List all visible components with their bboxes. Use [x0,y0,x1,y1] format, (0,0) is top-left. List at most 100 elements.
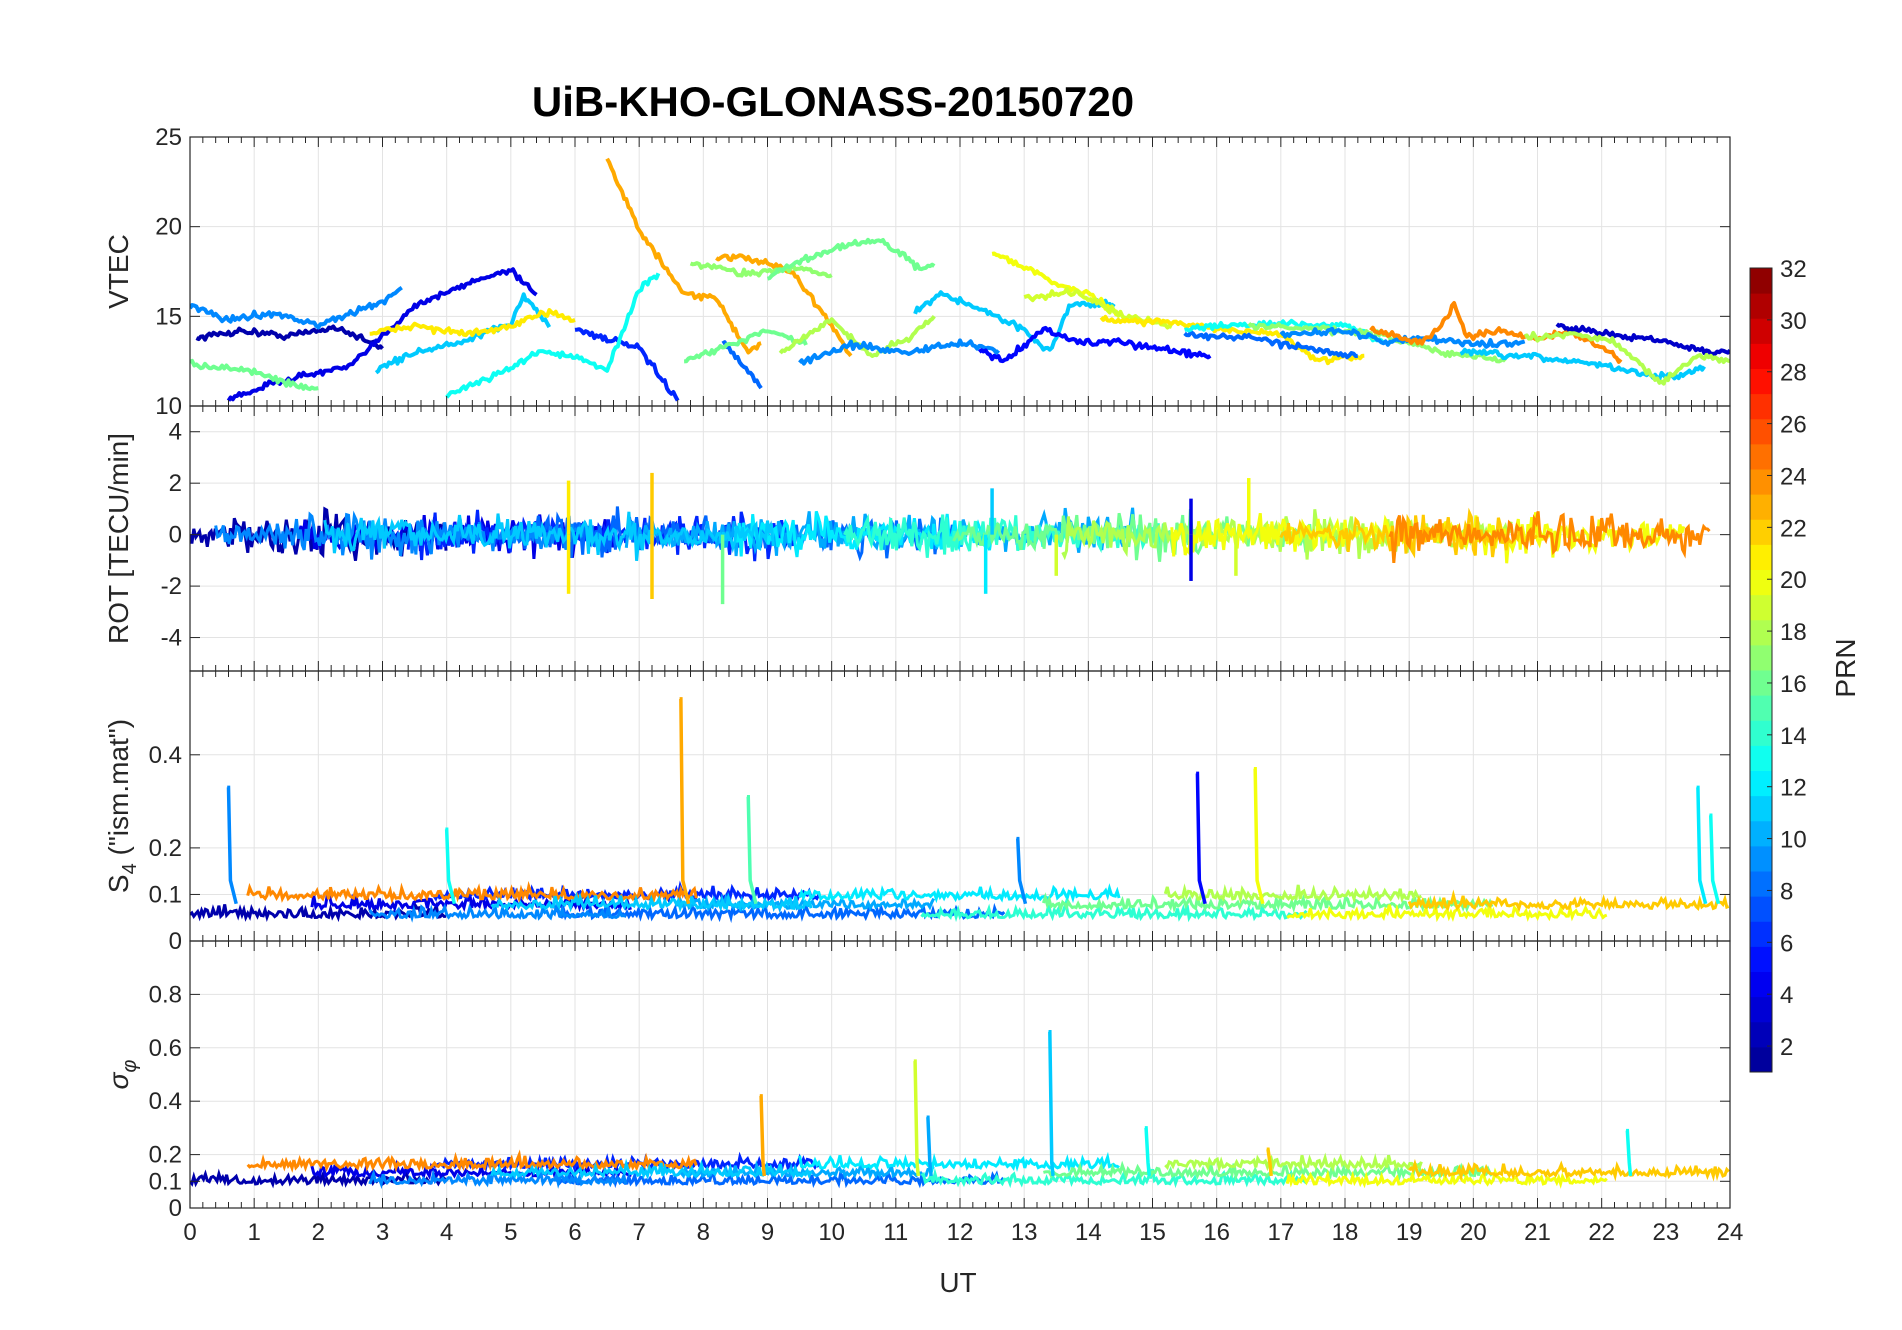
s4-peak-prn-12 [1696,785,1708,905]
x-tick-label: 10 [818,1219,845,1246]
panel-4: 00.10.2 0.4 0.6 0.8 σφ [103,940,1731,1222]
vtec-series-prn-8 [1183,330,1359,360]
label-sub: φ [119,1060,141,1073]
x-tick-label: 19 [1396,1219,1423,1246]
colorbar-tick-label: 12 [1780,775,1807,802]
y-axis-label: ROT [TECU/min] [103,433,134,644]
y-tick-label: 15 [155,303,182,330]
s4-peak-prn-20 [1253,767,1265,905]
y-tick-label: 0 [169,522,182,549]
colorbar-segment [1750,896,1772,922]
colorbar-tick-label: 24 [1780,463,1807,490]
colorbar-segment [1750,443,1772,470]
y-tick-label: 4 [169,419,182,446]
sigma-series-prn-2 [190,1168,447,1189]
panel-data [190,697,1730,924]
y-tick-label: 0.1 [149,881,182,908]
colorbar-segment [1750,795,1772,822]
colorbar-segment [1750,820,1772,847]
s4-series-prn-22 [1407,889,1730,913]
vtec-series-prn-24 [1369,301,1623,364]
y-tick-label: 0 [169,928,182,955]
colorbar-label: PRN [1830,638,1861,697]
x-tick-label: 15 [1139,1219,1166,1246]
y-tick-label: 0 [169,1195,182,1222]
s4-peak-prn-13 [1709,813,1721,905]
sigma-peak-prn-13 [1625,1128,1633,1177]
sigma-peak-prn-22 [1266,1147,1273,1177]
colorbar-segment [1750,368,1772,395]
colorbar-segment [1750,619,1772,646]
sigma-peak-prn-10 [926,1115,933,1177]
colorbar-segment [1750,569,1772,596]
colorbar-segment [1750,670,1772,696]
panel-3: 0 0.1 0.2 0.4 S4 ("ism.mat") [103,670,1731,955]
vtec-series-prn-13 [445,272,661,399]
label-part: S [103,874,134,893]
y-tick-label: 10 [155,393,182,420]
y-axis-label: σφ [103,1060,141,1090]
vtec-series-prn-18 [1523,330,1730,386]
vtec-series-prn-16 [684,328,808,364]
colorbar-segment [1750,770,1772,797]
x-axis-label: UT [939,1267,976,1298]
y-axis-label: S4 ("ism.mat") [103,719,141,893]
y-tick-label: 0.4 [149,1088,182,1115]
x-tick-label: 18 [1332,1219,1359,1246]
panel-data [190,157,1730,402]
colorbar-segment [1750,644,1772,671]
colorbar-segment [1750,971,1772,998]
label-part: ("ism.mat") [103,719,134,863]
y-tick-label: 0.2 [149,1142,182,1169]
sigma-series-prn-14 [920,1167,1308,1189]
vtec-series-prn-16 [766,237,936,281]
colorbar-tick-label: 8 [1780,878,1793,905]
s4-peak-prn-9 [1016,836,1028,905]
s4-series-prn-11 [490,891,813,913]
s4-peak-prn-23 [679,697,691,905]
colorbar-tick-label: 2 [1780,1034,1793,1061]
s4-series-prn-12 [798,883,1121,904]
vtec-series-prn-21 [369,308,576,338]
s4-series-prn-14 [920,897,1308,923]
x-tick-label: 6 [568,1219,581,1246]
vtec-series-prn-18 [778,315,936,358]
sigma-series-prn-22 [1408,1158,1730,1182]
colorbar-tick-label: 32 [1780,256,1807,283]
vtec-series-prn-11 [374,292,552,375]
vtec-series-prn-21 [1099,314,1365,366]
colorbar-box [1749,267,1773,1073]
y-axis-label: VTEC [103,234,134,309]
y-tick-label: 0.1 [149,1168,182,1195]
s4-series-prn-20 [1286,903,1608,923]
sigma-series-prn-9 [368,1168,628,1190]
sigma-peak-prn-11 [1048,1030,1055,1177]
colorbar-segment [1750,318,1772,344]
x-tick-label: 2 [312,1219,325,1246]
x-tick-label: 9 [761,1219,774,1246]
sigma-series-prn-20 [1285,1167,1608,1189]
vtec-series-prn-4 [226,267,538,402]
x-tick-label: 3 [376,1219,389,1246]
sigma-peak-prn-13 [1144,1126,1152,1177]
vtec-series-prn-9 [798,338,1001,366]
s4-peak-prn-13 [444,827,457,905]
x-tick-label: 7 [632,1219,645,1246]
y-tick-label: -4 [161,625,182,652]
y-tick-label: 0.2 [149,835,182,862]
vtec-series-prn-11 [913,290,1116,352]
x-tick-label: 5 [504,1219,517,1246]
vtec-series-prn-8 [721,340,763,390]
x-tick-label: 0 [183,1219,196,1246]
colorbar-tick-label: 26 [1780,412,1807,439]
y-tick-label: 25 [155,124,182,151]
panel-data [190,472,1711,605]
x-tick-label: 24 [1717,1219,1744,1246]
vtec-series-prn-2 [195,324,384,350]
panel-data [190,1030,1730,1190]
colorbar-segment [1750,494,1772,520]
sigma-series-prn-24 [246,1149,698,1173]
colorbar-segment [1750,921,1772,947]
